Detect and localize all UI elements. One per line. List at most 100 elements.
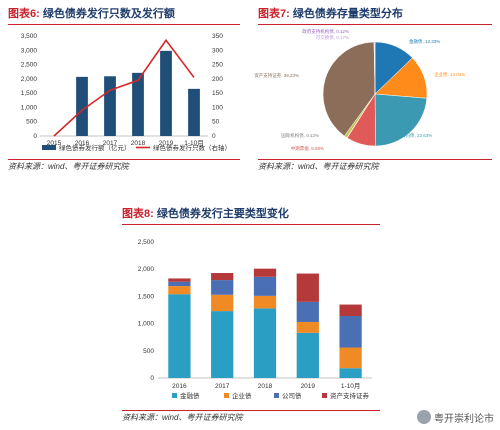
- figure-6-panel: 图表6: 绿色债券发行只数及发行额 0 500 1,000 1,500 2,000 2,5…: [8, 6, 240, 172]
- y2-tick-label: 350: [212, 33, 223, 40]
- stacked-bar-segment: [339, 347, 362, 369]
- y-tick-label: 1,000: [21, 104, 38, 111]
- pie-label: 企业债, 13.04%: [434, 71, 465, 78]
- bar: [160, 50, 172, 136]
- pie-label: 资产支持证券, 38.23%: [254, 72, 299, 79]
- figure-7-title: 图表7: 绿色债券存量类型分布: [258, 6, 492, 25]
- stacked-bar-segment: [296, 273, 319, 302]
- y2-tick-label: 50: [212, 119, 220, 126]
- x-tick-label: 1-10月: [341, 382, 361, 390]
- figure-8-source: 资料来源：wind、粤开证券研究院: [122, 410, 380, 425]
- y2-tick-label: 300: [212, 47, 223, 54]
- figure-number: 图表7:: [258, 8, 290, 20]
- figure-8-title: 图表8: 绿色债券发行主要类型变化: [122, 206, 380, 225]
- pie-label: 中期票据, 8.88%: [291, 145, 324, 152]
- x-tick-label: 2018: [131, 140, 146, 147]
- y2-tick-label: 100: [212, 104, 223, 111]
- x-tick-label: 2018: [258, 383, 273, 390]
- chart-issuance-count-and-amount: 0 500 1,000 1,500 2,000 2,500 3,000 3,500 0 50 100…: [21, 33, 231, 152]
- legend-label: 绿色债券发行额（亿元）: [59, 143, 131, 152]
- legend-swatch: [42, 145, 56, 150]
- y-tick-label: 2,500: [21, 62, 38, 69]
- stacked-bar-segment: [253, 295, 277, 309]
- stacked-bar-segment: [253, 268, 277, 277]
- figure-title-text: 绿色债券存量类型分布: [292, 8, 403, 20]
- figure-7-source: 资料来源：wind、粤开证券研究院: [258, 159, 492, 174]
- y-tick-label: 3,000: [21, 47, 38, 54]
- figure-title-text: 绿色债券发行只数及发行额: [42, 8, 175, 20]
- watermark: 粤开崇利论市: [417, 408, 494, 426]
- legend-swatch: [274, 393, 279, 398]
- figure-6-title: 图表6: 绿色债券发行只数及发行额: [8, 6, 240, 25]
- legend-swatch: [322, 393, 327, 398]
- y2-tick-label: 0: [212, 133, 216, 140]
- stacked-bar-segment: [296, 332, 319, 378]
- series-line: [53, 38, 195, 137]
- figure-7-panel: 图表7: 绿色债券存量类型分布 金融债, 12.33% 企业债, 13.04% 公司…: [254, 6, 492, 174]
- y-tick-label: 0: [150, 375, 154, 382]
- legend-label: 绿色债券发行只数（右轴）: [153, 143, 231, 152]
- legend-label: 资产支持证券: [330, 391, 370, 400]
- stacked-bar-segment: [339, 368, 362, 378]
- figure-number: 图表6:: [8, 8, 40, 20]
- watermark-text: 粤开崇利论市: [434, 413, 494, 425]
- stacked-bar-segment: [211, 273, 234, 281]
- y2-tick-label: 200: [212, 76, 223, 83]
- stacked-bar-segment: [168, 286, 191, 295]
- y-tick-label: 3,500: [21, 33, 38, 40]
- x-tick-label: 2017: [215, 383, 230, 390]
- y2-tick-label: 150: [212, 90, 223, 97]
- stacked-bar-segment: [168, 278, 191, 282]
- wechat-icon: [417, 410, 431, 424]
- pie-label: 可交换债, 0.17%: [316, 34, 349, 41]
- y-tick-label: 500: [26, 119, 37, 126]
- stacked-bar-segment: [211, 280, 234, 295]
- pie-label: 公司债, 22.63%: [401, 132, 432, 139]
- x-tick-label: 2019: [159, 140, 174, 147]
- bar: [188, 88, 200, 136]
- y-tick-label: 0: [33, 133, 37, 140]
- legend-label: 企业债: [232, 391, 252, 400]
- bar: [132, 72, 144, 136]
- y-tick-label: 2,000: [138, 266, 155, 273]
- pie-label: 国际机构债, 0.12%: [281, 132, 319, 139]
- legend-swatch: [224, 393, 229, 398]
- stacked-bar-segment: [339, 304, 362, 316]
- y-tick-label: 1,500: [21, 90, 38, 97]
- stacked-bar-segment: [211, 311, 234, 378]
- stacked-bar-segment: [339, 315, 362, 348]
- legend-label: 公司债: [282, 391, 302, 400]
- x-tick-label: 1-10月: [184, 139, 204, 147]
- figure-title-text: 绿色债券发行主要类型变化: [156, 208, 289, 220]
- x-tick-label: 2016: [172, 383, 187, 390]
- legend-swatch: [172, 393, 177, 398]
- stacked-bar-segment: [168, 294, 191, 378]
- chart-issuance-type-change: 0 500 1,000 1,500 2,000 2,500 2016 2017 2018 2019…: [138, 239, 372, 400]
- pie-label: 金融债, 12.33%: [409, 38, 440, 45]
- pie-slice: [374, 93, 428, 147]
- stacked-bar-segment: [253, 308, 277, 378]
- stacked-bar-segment: [296, 321, 319, 333]
- x-tick-label: 2019: [301, 383, 316, 390]
- y-tick-label: 500: [143, 348, 154, 355]
- x-tick-label: 2016: [75, 140, 90, 147]
- stacked-bar-segment: [211, 294, 234, 312]
- chart-stock-type-distribution: 金融债, 12.33% 企业债, 13.04% 公司债, 22.63% 中期票据, 8…: [254, 28, 465, 152]
- y-tick-label: 1,000: [138, 321, 155, 328]
- figure-number: 图表8:: [122, 208, 154, 220]
- stacked-bar-segment: [253, 276, 277, 296]
- y2-tick-label: 250: [212, 62, 223, 69]
- y-tick-label: 1,500: [138, 293, 155, 300]
- x-tick-label: 2015: [47, 140, 62, 147]
- figure-6-source: 资料来源：wind、粤开证券研究院: [8, 159, 240, 174]
- pie-label: 政府支持机构债, 0.12%: [302, 28, 349, 35]
- stacked-bar-segment: [168, 281, 191, 287]
- pie-slice: [322, 41, 376, 137]
- x-tick-label: 2017: [103, 140, 118, 147]
- y-tick-label: 2,500: [138, 239, 155, 246]
- stacked-bar-segment: [296, 301, 319, 322]
- figure-8-panel: 图表8: 绿色债券发行主要类型变化 0 500 1,000 1,500 2,000 2,5…: [122, 206, 380, 426]
- bar: [76, 76, 88, 136]
- legend-label: 金融债: [180, 391, 200, 400]
- y-tick-label: 2,000: [21, 76, 38, 83]
